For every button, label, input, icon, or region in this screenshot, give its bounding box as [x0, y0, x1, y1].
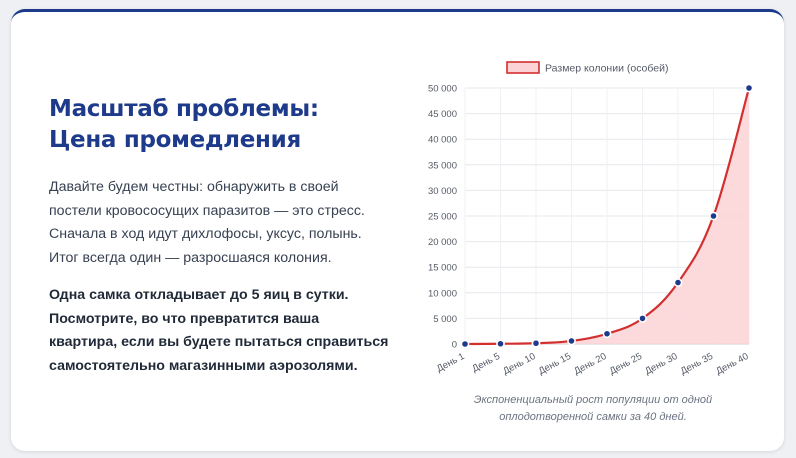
emphasis-paragraph: Одна самка откладывает до 5 яиц в сутки.…: [49, 284, 389, 378]
y-grid: [464, 87, 750, 345]
emphasis-line: Посмотрите, во что превратится ваша: [49, 310, 320, 327]
x-tick-label: День 15: [537, 351, 573, 377]
y-tick-label: 50 000: [428, 84, 457, 95]
data-point: [709, 211, 718, 221]
chart-caption-line: оплодотворенной самки за 40 дней.: [499, 411, 687, 423]
data-point: [638, 313, 647, 323]
intro-line: Давайте будем честны: обнаружить в своей: [49, 179, 339, 195]
data-points: [460, 83, 754, 349]
section-title-line: Цена промедления: [49, 127, 301, 153]
y-tick-label: 45 000: [428, 109, 457, 120]
y-tick-label: 0: [452, 340, 457, 351]
x-tick-label: День 40: [714, 351, 750, 377]
chart-caption: Экспоненциальный рост популяции от одной…: [403, 392, 783, 426]
intro-paragraph: Давайте будем честны: обнаружить в своей…: [49, 176, 379, 270]
y-tick-label: 15 000: [428, 263, 457, 274]
text-column: Масштаб проблемы: Цена промедления Давай…: [49, 94, 389, 378]
x-axis: День 1 День 5 День 10 День 15 День 20 День 25…: [435, 351, 751, 377]
data-point: [496, 339, 505, 349]
legend-label: Размер колонии (особей): [545, 63, 669, 75]
legend-swatch: [506, 61, 540, 74]
y-axis: 0 5 000 10 000 15 000 20 000 25 000 30 000 35 0…: [428, 84, 457, 351]
y-tick-label: 30 000: [428, 186, 457, 197]
intro-line: постели кровососущих паразитов — это стр…: [49, 202, 365, 219]
legend: Размер колонии (особей): [506, 61, 669, 75]
y-tick-label: 10 000: [428, 288, 457, 299]
x-tick-label: День 25: [608, 351, 644, 377]
emphasis-line: самостоятельно магазинными аэрозолями.: [49, 357, 358, 374]
y-tick-label: 40 000: [428, 135, 457, 146]
emphasis-line: квартира, если вы будете пытаться справи…: [49, 334, 389, 350]
colony-growth-chart: 0 5 000 10 000 15 000 20 000 25 000 30 000 35 0…: [428, 61, 754, 377]
x-tick-label: День 1: [435, 351, 467, 375]
y-tick-label: 5 000: [433, 314, 457, 325]
x-tick-label: День 10: [501, 351, 537, 377]
data-point: [460, 339, 470, 349]
x-tick-label: День 20: [572, 351, 608, 377]
chart-container: 0 5 000 10 000 15 000 20 000 25 000 30 000 35 0…: [403, 52, 763, 432]
data-point: [673, 278, 683, 287]
series-area: [465, 88, 749, 344]
section-title: Масштаб проблемы: Цена промедления: [49, 94, 379, 156]
section-title-line: Масштаб проблемы:: [49, 96, 319, 122]
intro-line: Итог всегда один — разросшаяся колония.: [49, 249, 332, 266]
x-tick-label: День 30: [643, 351, 679, 377]
data-point: [602, 329, 612, 339]
problem-card: Масштаб проблемы: Цена промедления Давай…: [11, 9, 784, 451]
data-point: [567, 336, 576, 346]
intro-line: Сначала в ход идут дихлофосы, уксус, пол…: [49, 226, 362, 242]
chart-caption-line: Экспоненциальный рост популяции от одной: [473, 394, 713, 406]
data-point: [531, 338, 541, 348]
y-tick-label: 35 000: [428, 160, 457, 171]
data-point: [744, 83, 754, 93]
emphasis-line: Одна самка откладывает до 5 яиц в сутки.: [49, 287, 349, 303]
x-tick-label: День 35: [679, 351, 715, 377]
x-tick-label: День 5: [470, 351, 502, 375]
y-tick-label: 25 000: [428, 212, 457, 223]
y-tick-label: 20 000: [428, 237, 457, 248]
